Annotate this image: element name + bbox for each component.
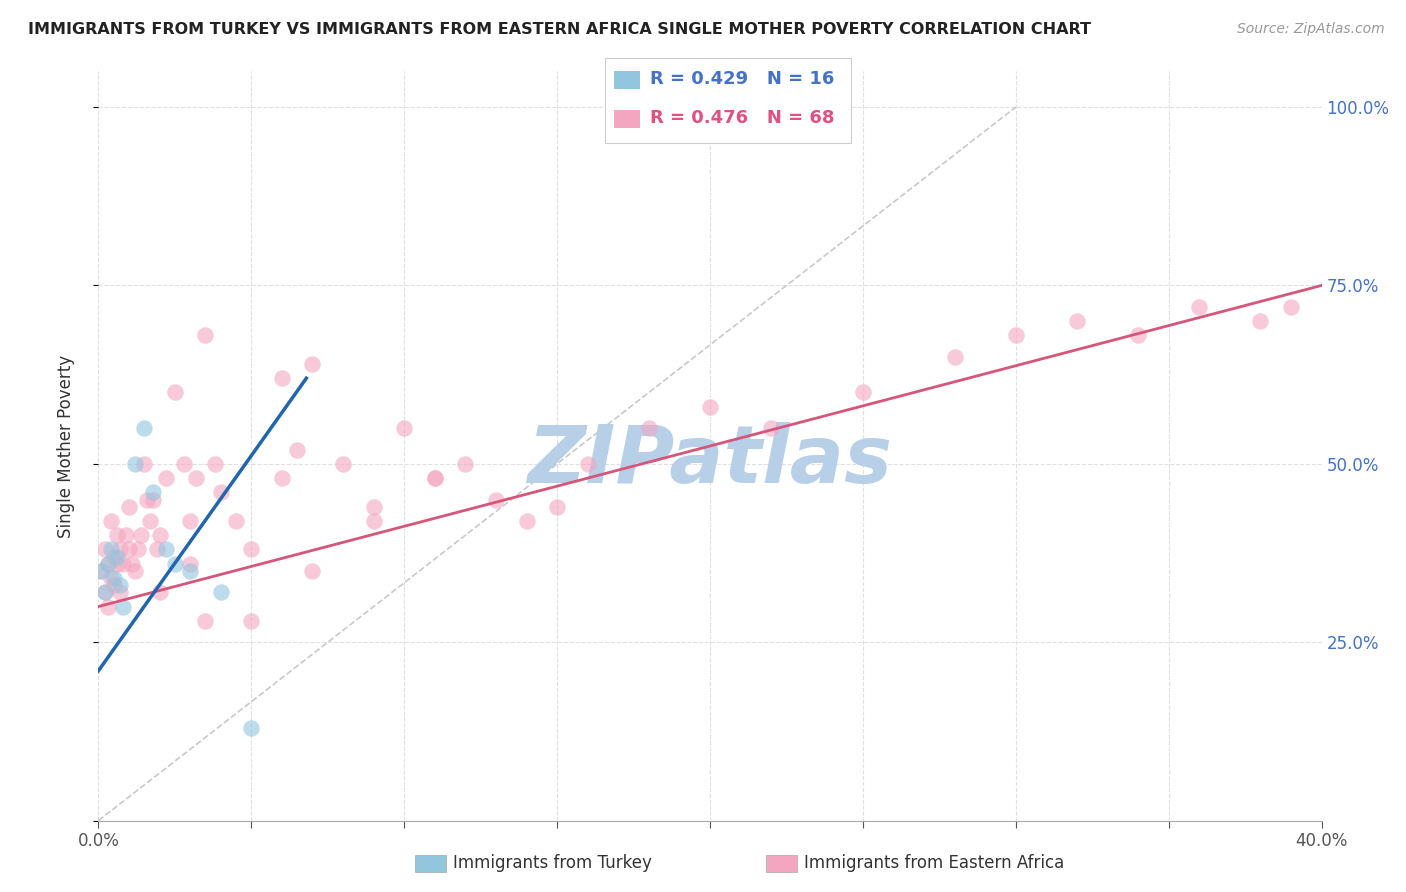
Point <box>1128 328 1150 343</box>
Point <box>100 514 122 528</box>
Point <box>108 585 131 599</box>
Point <box>163 557 186 571</box>
Point <box>149 585 172 599</box>
Point <box>852 385 875 400</box>
Point <box>485 492 508 507</box>
Text: R = 0.476   N = 68: R = 0.476 N = 68 <box>650 109 834 127</box>
Point <box>111 557 134 571</box>
Y-axis label: Single Mother Poverty: Single Mother Poverty <box>56 354 75 538</box>
Point <box>93 585 115 599</box>
Point <box>179 557 201 571</box>
Point <box>194 328 217 343</box>
Point <box>179 564 201 578</box>
Point <box>139 514 162 528</box>
Point <box>105 549 128 564</box>
Point <box>186 471 208 485</box>
Point <box>118 542 141 557</box>
Text: IMMIGRANTS FROM TURKEY VS IMMIGRANTS FROM EASTERN AFRICA SINGLE MOTHER POVERTY C: IMMIGRANTS FROM TURKEY VS IMMIGRANTS FRO… <box>28 22 1091 37</box>
Point <box>97 557 120 571</box>
Point <box>1188 300 1211 314</box>
Point <box>134 457 156 471</box>
Text: Source: ZipAtlas.com: Source: ZipAtlas.com <box>1237 22 1385 37</box>
Point <box>576 457 599 471</box>
Point <box>118 500 141 514</box>
Point <box>90 564 112 578</box>
Point <box>129 528 152 542</box>
Point <box>759 421 782 435</box>
Point <box>270 471 292 485</box>
Point <box>108 578 131 592</box>
Text: R = 0.429   N = 16: R = 0.429 N = 16 <box>650 70 834 88</box>
Point <box>97 599 120 614</box>
Point <box>423 471 446 485</box>
Point <box>1004 328 1026 343</box>
Text: Immigrants from Turkey: Immigrants from Turkey <box>453 855 651 872</box>
Point <box>546 500 568 514</box>
Point <box>93 585 115 599</box>
Point <box>301 357 323 371</box>
Point <box>145 542 167 557</box>
Point <box>90 564 112 578</box>
Point <box>240 721 263 735</box>
Text: Immigrants from Eastern Africa: Immigrants from Eastern Africa <box>804 855 1064 872</box>
Point <box>105 557 128 571</box>
Point <box>111 599 134 614</box>
Point <box>149 528 172 542</box>
Point <box>93 542 115 557</box>
Point <box>194 614 217 628</box>
Point <box>163 385 186 400</box>
Point <box>134 421 156 435</box>
Point <box>142 492 165 507</box>
Point <box>127 542 149 557</box>
Point <box>332 457 354 471</box>
Point <box>301 564 323 578</box>
Point <box>943 350 966 364</box>
Point <box>209 585 232 599</box>
Point <box>103 578 125 592</box>
Point <box>124 564 146 578</box>
Point <box>240 542 263 557</box>
Point <box>285 442 308 457</box>
Point <box>103 571 125 585</box>
Point <box>155 542 177 557</box>
Point <box>240 614 263 628</box>
Point <box>699 400 721 414</box>
Point <box>103 549 125 564</box>
Point <box>179 514 201 528</box>
Point <box>392 421 416 435</box>
Point <box>124 457 146 471</box>
Point <box>363 500 385 514</box>
Point <box>142 485 165 500</box>
Point <box>155 471 177 485</box>
Point <box>423 471 446 485</box>
Point <box>136 492 159 507</box>
Point <box>204 457 226 471</box>
Point <box>115 528 138 542</box>
Point <box>121 557 143 571</box>
Point <box>637 421 661 435</box>
Point <box>97 557 120 571</box>
Point <box>225 514 247 528</box>
Point <box>209 485 232 500</box>
Point <box>100 542 122 557</box>
Point <box>108 542 131 557</box>
Point <box>1249 314 1271 328</box>
Point <box>454 457 477 471</box>
Point <box>1279 300 1302 314</box>
Point <box>516 514 538 528</box>
Point <box>1066 314 1088 328</box>
Point <box>270 371 292 385</box>
Point <box>363 514 385 528</box>
Point <box>105 528 128 542</box>
Text: ZIPatlas: ZIPatlas <box>527 422 893 500</box>
Point <box>100 571 122 585</box>
Point <box>173 457 195 471</box>
